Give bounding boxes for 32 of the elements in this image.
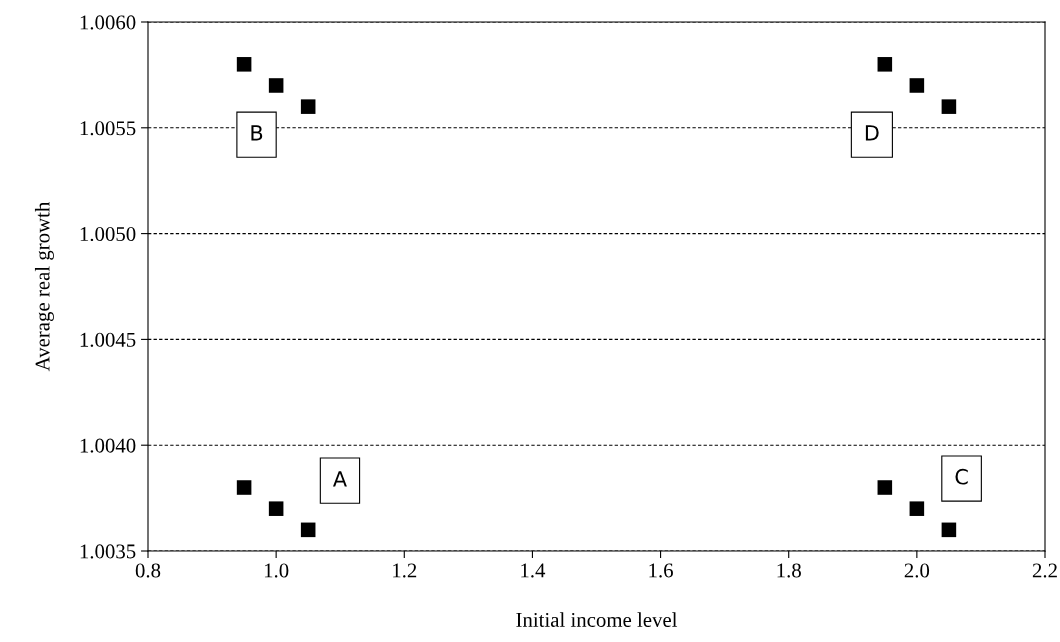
x-tick-label: 1.4	[521, 563, 546, 578]
point	[877, 57, 893, 72]
point	[268, 78, 284, 93]
point	[300, 522, 316, 538]
x-tick-label: 1.0	[264, 563, 289, 578]
point	[300, 99, 316, 114]
point	[909, 501, 925, 516]
x-tick-label: 2.2	[1032, 563, 1057, 578]
x-tick-label: 0.8	[135, 563, 161, 578]
annotation: A	[333, 471, 347, 487]
x-tick-label: 1.2	[393, 563, 417, 578]
y-axis-title: Average real growth	[34, 201, 54, 372]
y-tick-label: 1.0050	[80, 226, 136, 242]
y-tick-label: 1.0040	[80, 438, 136, 453]
x-tick-label: 1.6	[649, 563, 673, 578]
y-tick-label: 1.0045	[80, 332, 136, 347]
point	[268, 501, 284, 516]
point	[941, 99, 957, 114]
annotation: C	[955, 468, 968, 485]
y-tick-label: 1.0060	[80, 15, 136, 30]
point	[236, 57, 252, 72]
point	[236, 480, 252, 495]
y-tick-label: 1.0055	[80, 121, 136, 136]
x-axis-title: Initial income level	[516, 612, 678, 627]
x-tick-label: 2.0	[904, 563, 930, 578]
point	[941, 522, 957, 538]
point	[877, 480, 893, 495]
annotation: B	[251, 125, 263, 141]
y-tick-label: 1.0035	[80, 544, 136, 559]
x-tick-label: 1.8	[777, 563, 801, 578]
annotation: D	[865, 125, 879, 141]
point	[909, 78, 925, 93]
